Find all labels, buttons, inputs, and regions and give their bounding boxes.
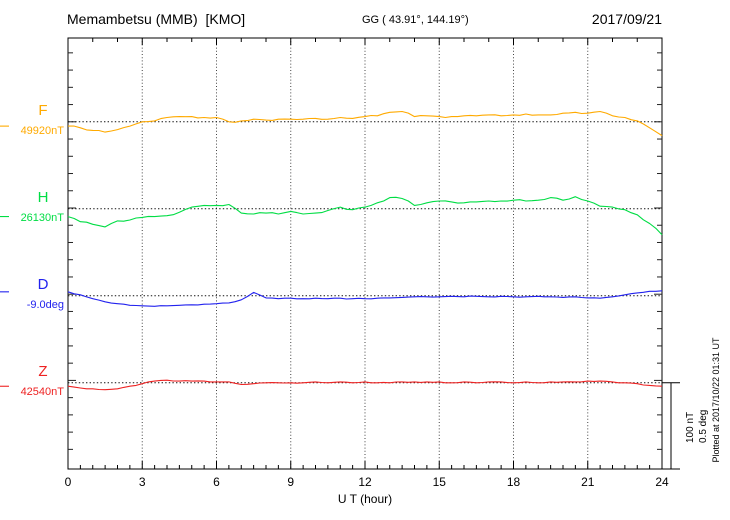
series-label-D: D	[37, 275, 49, 293]
x-tick-label-9: 9	[287, 475, 295, 489]
station-title: Memambetsu (MMB) [KMO]	[67, 11, 246, 27]
series-baseline-value-Z: 42540nT	[20, 385, 64, 398]
trace-D	[67, 290, 663, 307]
scale-bar-label: 100 nT 0.5 deg	[685, 397, 711, 443]
series-label-H: H	[37, 188, 49, 206]
x-tick-label-3: 3	[138, 475, 146, 489]
scale-bar-nt: 100 nT	[685, 411, 696, 443]
x-axis-label: U T (hour)	[337, 492, 393, 506]
geographic-coordinates-label: GG ( 43.91°, 144.19°)	[362, 14, 469, 26]
date-label: 2017/09/21	[591, 11, 662, 27]
plot-timestamp-note: Plotted at 2017/10/22 01:31 UT	[711, 337, 721, 463]
x-tick-label-12: 12	[358, 475, 372, 489]
series-baseline-value-D: -9.0deg	[26, 298, 64, 311]
x-tick-label-0: 0	[64, 475, 72, 489]
x-tick-label-15: 15	[432, 475, 446, 489]
trace-H	[67, 196, 663, 236]
series-baseline-value-F: 49920nT	[20, 124, 64, 137]
x-tick-label-18: 18	[506, 475, 521, 489]
series-label-F: F	[38, 101, 48, 119]
x-tick-label-21: 21	[581, 475, 595, 489]
x-tick-label-6: 6	[213, 475, 220, 489]
trace-Z	[67, 379, 663, 391]
x-tick-label-24: 24	[655, 475, 669, 489]
trace-F	[68, 110, 663, 137]
series-label-Z: Z	[38, 362, 48, 380]
series-baseline-value-H: 26130nT	[20, 211, 64, 224]
scale-bar-deg: 0.5 deg	[697, 409, 709, 443]
